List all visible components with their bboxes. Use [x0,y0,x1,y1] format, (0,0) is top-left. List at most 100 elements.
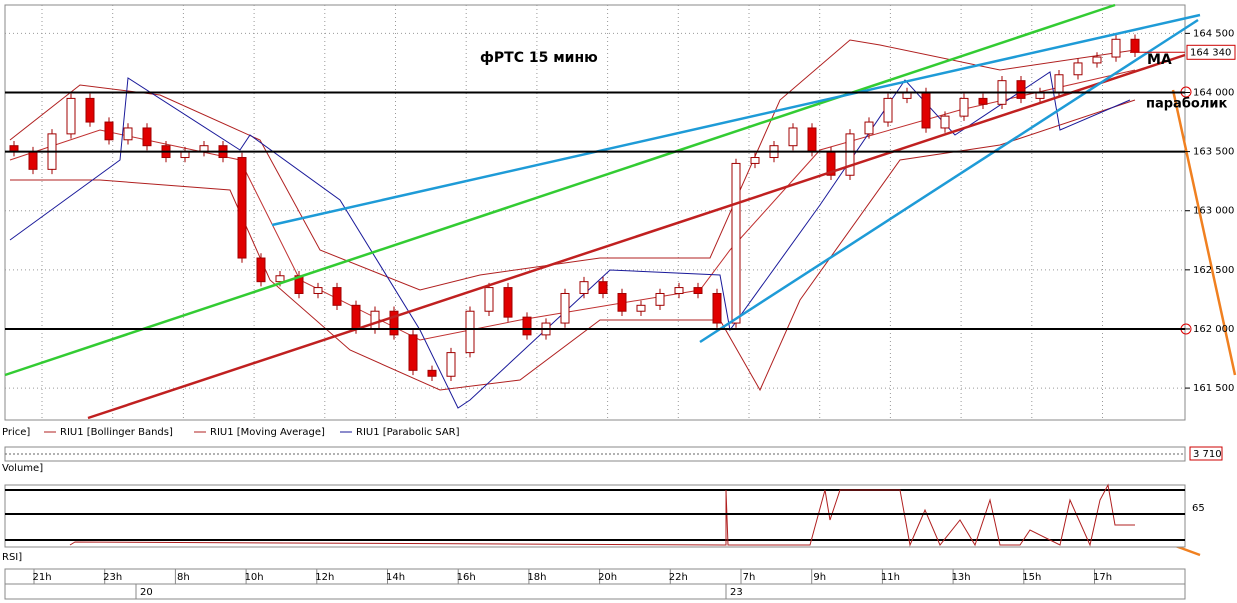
x-tick-label: 15h [1022,572,1041,583]
legend: Price] RIU1 [Bollinger Bands] RIU1 [Moving… [2,427,460,438]
legend-label: RIU1 [Bollinger Bands] [60,427,173,438]
chart-title: фРТС 15 миню [480,50,598,66]
candle-body [28,151,38,170]
x-tick-label: 12h [315,572,334,583]
candle-body [655,292,665,306]
pane-label: RSI] [2,552,22,563]
candle-body [275,275,285,283]
candle-body [560,292,570,324]
indicators [9,39,1136,409]
trend-line [271,13,1201,227]
trend-line [4,3,1116,377]
candle-body [389,310,399,336]
candle-body [123,127,133,141]
x-tick-label: 8h [177,572,190,583]
legend-label: Price] [2,427,30,438]
candle-body [465,310,475,354]
rsi-line [69,483,1135,547]
candle-body [788,127,798,147]
candle-body [712,292,722,324]
x-tick-label: 14h [386,572,405,583]
volume-value: 3 710 [1193,449,1222,460]
arrow [1171,89,1237,376]
x-tick-label: 7h [743,572,756,583]
y-tick-label: 163 000 [1193,206,1234,217]
day-label: 23 [730,587,743,598]
candle-body [959,97,969,117]
candle-body [237,157,247,259]
candle-body [370,310,380,330]
candle-body [921,91,931,129]
candle-body [408,334,418,371]
x-tick-label: 18h [527,572,546,583]
x-tick-label: 23h [103,572,122,583]
candle-body [351,304,361,330]
plot-frame [4,4,1186,421]
x-tick-label: 17h [1093,572,1112,583]
pane-label: Volume] [2,463,43,474]
x-tick-label: 10h [245,572,264,583]
x-tick-label: 20h [598,572,617,583]
candle-body [636,304,646,312]
y-tick-label: 162 500 [1193,265,1234,276]
candle-body [446,352,456,377]
candle-body [598,281,608,294]
legend-label: RIU1 [Parabolic SAR] [356,427,460,438]
trend-lines [4,3,1237,557]
y-tick-label: 65 [1192,503,1205,514]
x-axis: 21h 23h 8h 10h 12h 14h 16h 18h 20h 22h 7h 9h 11h 13h 1… [32,569,1112,599]
trend-line [87,53,1186,420]
y-tick-label: 162 000 [1193,324,1234,335]
candle-body [503,287,513,318]
rsi-pane [4,484,1186,548]
candle-body [522,316,532,336]
candle-body [104,121,114,141]
annotation: MA [1147,52,1172,68]
candle-body [66,97,76,135]
candle-body [332,287,342,306]
candle-body [1073,62,1083,76]
candle-body [674,287,684,294]
candle-body [1092,56,1102,64]
y-tick-label: 161 500 [1193,383,1234,394]
candle-body [484,287,494,312]
candle-body [579,281,589,294]
candle-body [845,133,855,176]
candle-body [617,292,627,312]
trend-line [699,18,1199,344]
candle-body [731,162,741,324]
candle-body [1016,80,1026,99]
bollinger-upper [9,39,1136,291]
x-tick-label: 13h [952,572,971,583]
candle-body [427,369,437,377]
candle-body [940,115,950,129]
candle-body [864,121,874,135]
value-box [1189,446,1223,461]
candle-body [750,157,760,164]
candle-body [313,287,323,294]
candle-body [1130,38,1140,53]
annotation: параболик [1146,97,1227,112]
candle-body [142,127,152,147]
y-tick-label: 163 500 [1193,147,1234,158]
candle-body [1054,74,1064,93]
bollinger-lower [10,99,1136,392]
parabolic-sar [9,71,1131,409]
candle-body [807,127,817,153]
x-tick-label: 21h [32,572,51,583]
price-box [1186,44,1236,60]
candle-body [85,97,95,123]
candle-body [883,97,893,123]
x-tick-label: 16h [457,572,476,583]
candle-body [978,97,988,105]
y-tick-label: 164 000 [1193,87,1234,98]
last-price: 164 340 [1190,47,1231,58]
legend-label: RIU1 [Moving Average] [210,427,325,438]
y-tick-label: 164 500 [1193,28,1234,39]
candle-body [1111,38,1121,58]
x-tick-label: 22h [669,572,688,583]
x-tick-label: 9h [813,572,826,583]
day-label: 20 [140,587,153,598]
candle-body [256,257,266,283]
